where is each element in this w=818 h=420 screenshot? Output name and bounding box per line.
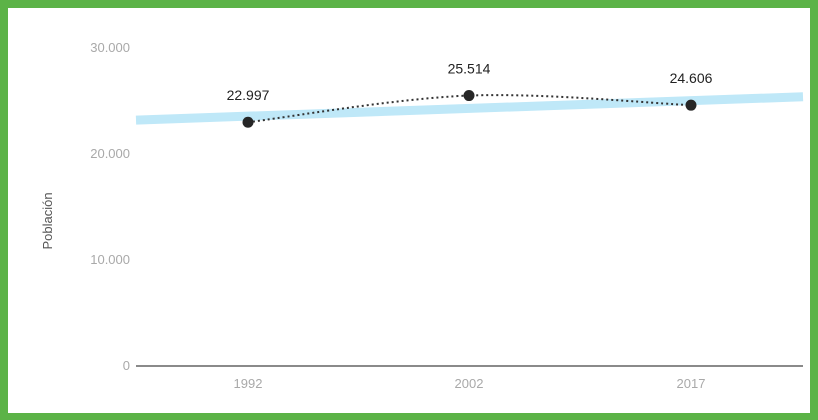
x-tick-label: 2002 <box>455 376 484 391</box>
line-chart: 0 10.000 20.000 30.000 Población 22.997 25.5… <box>40 40 804 391</box>
data-label: 25.514 <box>448 61 491 77</box>
y-tick-label: 20.000 <box>90 146 130 161</box>
y-axis-ticks: 0 10.000 20.000 30.000 <box>90 40 130 373</box>
data-label: 24.606 <box>670 70 713 86</box>
data-point <box>242 116 254 128</box>
y-tick-label: 30.000 <box>90 40 130 55</box>
x-tick-label: 1992 <box>234 376 263 391</box>
chart-frame: 0 10.000 20.000 30.000 Población 22.997 25.5… <box>8 8 810 413</box>
data-point <box>463 90 475 102</box>
y-tick-label: 10.000 <box>90 252 130 267</box>
data-point <box>685 99 697 111</box>
data-label: 22.997 <box>227 87 270 103</box>
y-tick-label: 0 <box>123 358 130 373</box>
y-axis-title: Población <box>40 192 55 249</box>
data-points: 22.997 25.514 24.606 <box>227 61 713 128</box>
x-axis-ticks: 1992 2002 2017 <box>234 376 706 391</box>
x-tick-label: 2017 <box>677 376 706 391</box>
